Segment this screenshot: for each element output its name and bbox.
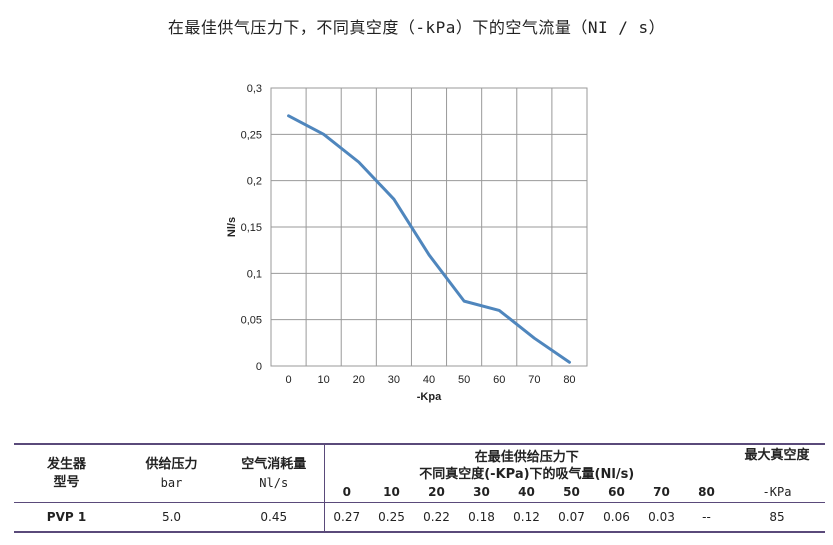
y-tick-label: 0,3 xyxy=(247,83,262,95)
header-air: 空气消耗量 Nl/s xyxy=(224,443,324,503)
y-tick-label: 0,1 xyxy=(247,268,262,280)
spec-table: 发生器 型号 供给压力 bar 空气消耗量 Nl/s 在最佳供给压力下 不同真空… xyxy=(14,443,825,533)
header-pressure-label: 供给压力 xyxy=(145,456,198,472)
header-generator-line2: 型号 xyxy=(53,474,80,490)
x-tick-label: 10 xyxy=(318,374,330,386)
header-air-label: 空气消耗量 xyxy=(241,456,307,472)
y-tick-label: 0,2 xyxy=(247,176,262,188)
maxvac-unit: -KPa xyxy=(762,485,792,499)
header-flow: 在最佳供给压力下 不同真空度(-KPa)下的吸气量(Nl/s) xyxy=(323,443,729,482)
x-tick-label: 40 xyxy=(423,374,435,386)
cell-flow: 0.25 xyxy=(369,502,414,533)
cell-flow: 0.07 xyxy=(549,502,594,533)
cell-air: 0.45 xyxy=(224,502,324,533)
cell-flow: 0.03 xyxy=(639,502,684,533)
x-tick-label: 0 xyxy=(285,374,291,386)
x-tick-labels: 0 10 20 30 40 50 60 70 80 xyxy=(285,374,575,386)
header-maxvac: 最大真空度 xyxy=(729,443,825,482)
cell-pressure: 5.0 xyxy=(119,502,224,533)
chart-series xyxy=(287,114,571,364)
header-pressure: 供给压力 bar xyxy=(119,443,224,503)
x-tick-label: 80 xyxy=(563,374,575,386)
series-line xyxy=(287,114,571,364)
x-tick-label: 50 xyxy=(458,374,470,386)
cell-model: PVP 1 xyxy=(14,502,119,533)
cell-maxvac: 85 xyxy=(729,502,825,533)
cell-flow: 0.12 xyxy=(504,502,549,533)
header-flow-line2: 不同真空度(-KPa)下的吸气量(Nl/s) xyxy=(419,467,635,482)
chart-title: 在最佳供气压力下，不同真空度（-kPa）下的空气流量（NI / s） xyxy=(167,18,666,37)
y-tick-label: 0 xyxy=(256,361,262,373)
cell-flow: 0.22 xyxy=(414,502,459,533)
header-flow-line1: 在最佳供给压力下 xyxy=(474,450,579,465)
x-axis-label: -Kpa xyxy=(417,391,442,403)
y-tick-label: 0,15 xyxy=(241,222,262,234)
y-axis-label: Nl/s xyxy=(226,217,238,237)
x-tick-label: 20 xyxy=(353,374,365,386)
x-tick-label: 70 xyxy=(528,374,540,386)
pressure-col: 0 xyxy=(323,482,369,503)
header-generator: 发生器 型号 xyxy=(14,443,119,503)
y-tick-label: 0,25 xyxy=(241,129,262,141)
pressure-col: 50 xyxy=(563,485,580,499)
pressure-col: 70 xyxy=(653,485,670,499)
header-pressure-unit: bar xyxy=(160,475,183,490)
pressure-col: 40 xyxy=(518,485,535,499)
x-tick-label: 30 xyxy=(388,374,400,386)
pressure-col: 60 xyxy=(608,485,625,499)
y-tick-labels: 0 0,05 0,1 0,15 0,2 0,25 0,3 xyxy=(241,83,262,373)
header-air-unit: Nl/s xyxy=(259,475,289,490)
table-row: PVP 1 5.0 0.45 0.27 0.25 0.22 0.18 0.12 … xyxy=(14,502,825,533)
y-tick-label: 0,05 xyxy=(241,315,262,327)
cell-flow: 0.18 xyxy=(459,502,504,533)
pressure-col: 30 xyxy=(473,485,490,499)
header-maxvac-label: 最大真空度 xyxy=(744,448,810,463)
header-generator-line1: 发生器 xyxy=(46,456,86,472)
pressure-col: 10 xyxy=(383,485,400,499)
cell-flow: -- xyxy=(684,502,729,533)
chart-grid xyxy=(270,87,588,367)
cell-flow: 0.27 xyxy=(323,502,369,533)
pressure-col: 20 xyxy=(428,485,445,499)
pressure-col: 80 xyxy=(698,485,715,499)
x-tick-label: 60 xyxy=(493,374,505,386)
line-chart: 0 0,05 0,1 0,15 0,2 0,25 0,3 0 10 20 30 40 50 60 70 80… xyxy=(226,83,588,403)
cell-flow: 0.06 xyxy=(594,502,639,533)
